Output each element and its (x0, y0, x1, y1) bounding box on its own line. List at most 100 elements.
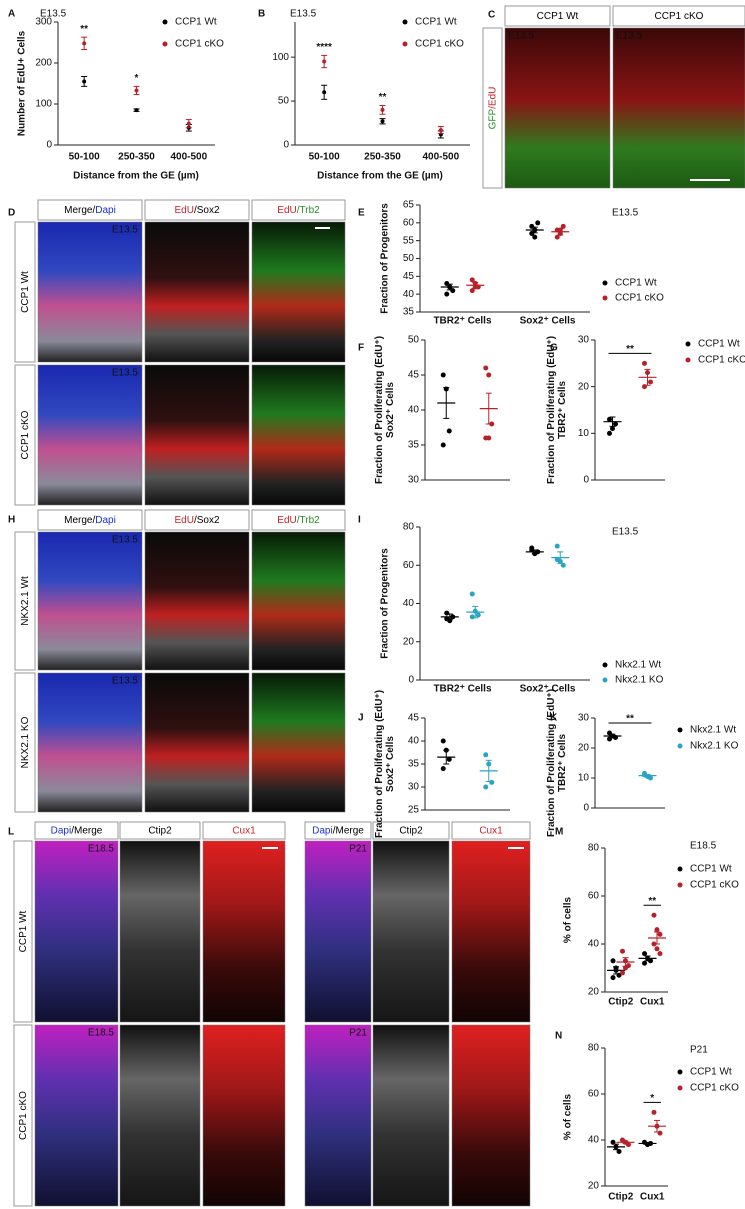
data-point (489, 779, 495, 785)
row-label: CCP1 cKO (20, 410, 31, 459)
y-tick-label: 35 (408, 759, 420, 770)
column-header: Cux1 (479, 825, 503, 836)
y-tick-label: 80 (403, 522, 415, 533)
label-part: CCP1 Wt (18, 910, 29, 952)
data-point (613, 421, 618, 427)
y-tick-label: 55 (403, 235, 415, 246)
data-point (486, 435, 492, 441)
row-label-box (14, 221, 36, 363)
row-label: CCP1 cKO (18, 1091, 29, 1140)
micrograph (372, 840, 450, 1023)
legend-marker (602, 280, 608, 286)
data-point (486, 372, 492, 378)
legend-label: Nkx2.1 Wt (690, 725, 736, 736)
significance-label: **** (316, 42, 332, 53)
x-tick-label: Ctip2 (608, 1192, 633, 1203)
data-point (529, 545, 535, 551)
panel-letter: D (8, 208, 15, 219)
y-tick-label: 40 (588, 1135, 600, 1146)
label-part: NKX2.1 KO (20, 716, 31, 768)
data-point (657, 951, 663, 957)
x-tick-label: 250-350 (118, 152, 155, 163)
significance-label: * (650, 1093, 654, 1104)
micrograph (37, 531, 143, 671)
column-header: Cux1 (232, 825, 256, 836)
data-point (560, 223, 566, 229)
legend-label: CCP1 Wt (690, 864, 732, 875)
mean-dot (322, 59, 327, 64)
column-header: Ctip2 (399, 825, 423, 836)
mean-dot (438, 128, 443, 133)
y-tick-label: 10 (578, 773, 590, 784)
row-label-box (14, 672, 36, 813)
y-axis-label: Sox2⁺ Cells (385, 736, 396, 792)
data-point (648, 775, 653, 781)
micrograph (37, 364, 143, 506)
data-point (483, 752, 489, 758)
y-axis-label: Sox2⁺ Cells (385, 382, 396, 438)
y-tick-label: 20 (588, 987, 600, 998)
micrograph (144, 672, 250, 813)
micrograph (451, 840, 531, 1023)
label-part: Merge/ (64, 205, 95, 216)
label-part: CCP1 cKO (18, 1091, 29, 1140)
legend-marker (685, 341, 691, 347)
legend-label: CCP1 Wt (615, 278, 657, 289)
y-tick-label: 10 (578, 428, 590, 439)
y-tick-label: 30 (578, 335, 590, 346)
data-point (610, 426, 615, 432)
legend-marker (162, 19, 168, 25)
stage-label: E13.5 (112, 368, 139, 379)
x-tick-label: Cux1 (640, 1192, 665, 1203)
legend-marker (677, 882, 683, 888)
data-point (450, 288, 456, 294)
panel-letter: M (555, 827, 563, 838)
label-part: /Sox2 (194, 515, 220, 526)
y-axis-label: Fraction of Proliferating (EdU⁺) (546, 336, 557, 484)
legend-label: CCP1 cKO (690, 1083, 739, 1094)
legend-marker (685, 357, 691, 363)
chart-title: E13.5 (612, 527, 639, 538)
x-tick-label: Sox2⁺ Cells (520, 684, 576, 695)
legend-marker (677, 1085, 683, 1091)
row-label: GFP/EdU (487, 87, 498, 130)
data-point (444, 291, 450, 297)
significance-label: ** (379, 92, 387, 103)
y-tick-label: 50 (278, 96, 290, 107)
column-header: Ctip2 (148, 825, 172, 836)
x-axis-label: Distance from the GE (µm) (73, 171, 199, 182)
row-label-box (13, 840, 33, 1023)
label-part: Dapi (51, 825, 72, 836)
x-tick-label: Cux1 (640, 997, 665, 1008)
header-box (372, 821, 450, 840)
panel-letter: I (358, 515, 361, 526)
row-label-box (14, 531, 36, 671)
legend-label: CCP1 Wt (698, 339, 740, 350)
x-tick-label: TBR2⁺ Cells (433, 684, 492, 695)
y-axis-label: Fraction of Proliferating (EdU⁺) (546, 689, 557, 837)
legend-label: CCP1 cKO (175, 39, 224, 50)
row-label-box (13, 1024, 33, 1207)
label-part: Merge/ (64, 515, 95, 526)
label-part: EdU (174, 515, 193, 526)
column-header: EdU/Sox2 (174, 205, 219, 216)
data-point (607, 430, 612, 436)
data-point (529, 231, 535, 237)
chart-title: E18.5 (690, 841, 717, 852)
y-tick-label: 100 (35, 99, 52, 110)
legend-marker (677, 866, 683, 872)
header-box (304, 821, 372, 840)
header-box (612, 5, 745, 27)
micrograph (144, 531, 250, 671)
y-axis-label: % of cells (563, 897, 574, 944)
y-tick-label: 200 (35, 58, 52, 69)
label-part: Dapi (312, 825, 333, 836)
significance-label: * (135, 73, 139, 84)
mean-dot (322, 90, 327, 95)
label-part: Cux1 (232, 825, 256, 836)
data-point (619, 948, 625, 954)
data-point (532, 234, 538, 240)
label-part: CCP1 Wt (20, 271, 31, 313)
data-point (554, 543, 560, 549)
